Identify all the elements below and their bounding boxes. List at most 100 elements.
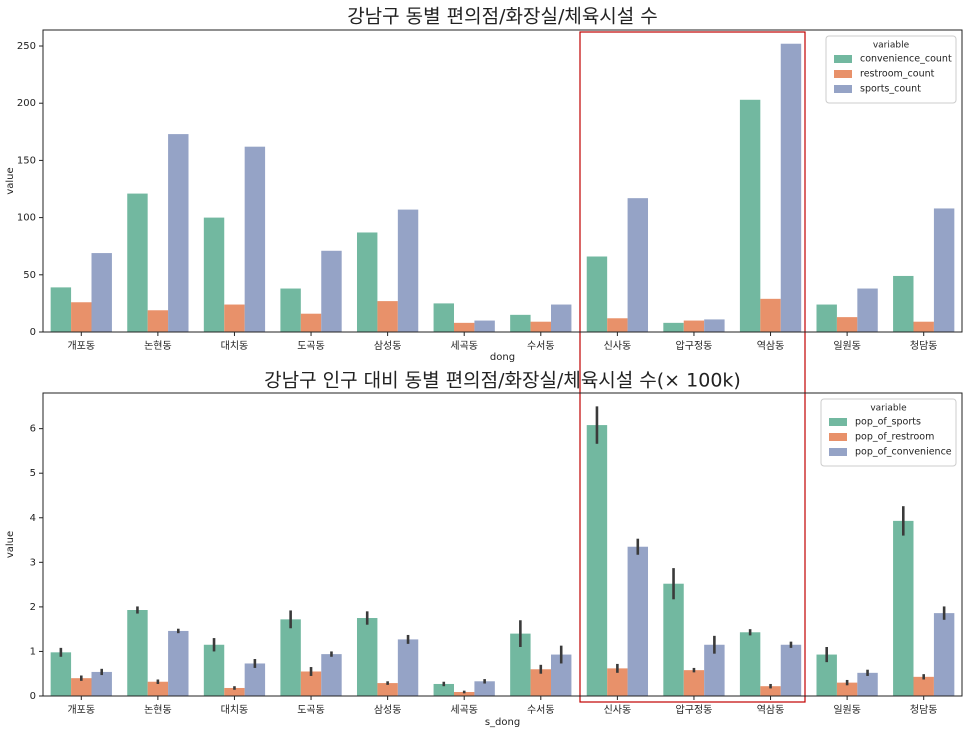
legend-swatch [829, 418, 847, 426]
y-tick-label: 150 [17, 155, 36, 166]
bar [474, 681, 495, 696]
y-tick-label: 50 [23, 270, 36, 281]
bar [739, 99, 761, 332]
x-tick-label: 세곡동 [450, 704, 478, 716]
x-tick-label: 개포동 [67, 704, 95, 716]
y-axis-label: value [5, 167, 16, 194]
bar [780, 644, 802, 696]
x-tick-label: 삼성동 [374, 704, 402, 716]
bar [280, 619, 301, 696]
bar [71, 678, 92, 696]
y-tick-label: 250 [17, 41, 36, 52]
legend-title: variable [870, 404, 907, 414]
bar [397, 209, 419, 332]
bar [683, 670, 705, 696]
bar [127, 610, 148, 696]
bar [704, 644, 725, 696]
bar [377, 301, 398, 332]
legend-swatch [829, 448, 847, 456]
x-tick-label: 삼성동 [374, 340, 402, 352]
x-axis-label: dong [490, 352, 515, 363]
y-tick-label: 6 [30, 424, 36, 435]
bar [510, 314, 531, 332]
bar [586, 256, 608, 332]
bar [203, 644, 225, 696]
legend-box [825, 35, 957, 104]
y-tick-label: 200 [17, 98, 36, 109]
bar [760, 298, 781, 332]
legend-swatch [834, 85, 852, 93]
bar [551, 654, 572, 696]
chart-title: 강남구 동별 편의점/화장실/체육시설 수 [347, 6, 658, 28]
x-tick-label: 일원동 [833, 340, 861, 352]
x-tick-label: 일원동 [833, 704, 861, 716]
x-tick-label: 압구정동 [676, 339, 713, 352]
bar [356, 232, 378, 332]
bar [663, 583, 684, 696]
bar [50, 652, 72, 696]
x-tick-label: 논현동 [144, 704, 172, 716]
bar [474, 320, 495, 332]
legend-label: pop_of_convenience [855, 447, 952, 458]
legend-swatch [834, 55, 852, 63]
bar [780, 43, 802, 333]
bar [627, 198, 649, 332]
bar [739, 632, 761, 696]
legend-label: convenience_count [860, 54, 952, 65]
legend-swatch [829, 433, 847, 441]
y-tick-label: 100 [17, 213, 36, 224]
x-tick-label: 신사동 [604, 704, 632, 716]
bar [203, 217, 225, 332]
legend-label: sports_count [860, 84, 921, 95]
bar [300, 313, 322, 332]
bar [510, 633, 531, 696]
bar [300, 671, 322, 696]
plot-frame [42, 29, 963, 333]
bar [453, 691, 475, 696]
legend-label: restroom_count [860, 69, 935, 80]
bar [816, 304, 837, 332]
bar [280, 288, 301, 332]
x-tick-label: 수서동 [527, 704, 555, 716]
bar [607, 668, 628, 696]
bar [836, 682, 858, 696]
x-tick-label: 대치동 [221, 340, 249, 352]
x-axis-label: s_dong [485, 717, 520, 728]
bar [893, 275, 914, 332]
bar [244, 663, 266, 696]
bar [530, 321, 552, 332]
x-tick-label: 신사동 [604, 340, 632, 352]
bar [893, 520, 914, 696]
x-tick-label: 압구정동 [676, 703, 713, 716]
bar [321, 250, 342, 332]
bar [857, 672, 878, 696]
bar [168, 630, 189, 696]
bar [683, 320, 705, 332]
plot-frame [42, 392, 963, 697]
bar [663, 322, 684, 332]
bar [244, 146, 266, 332]
bar [433, 303, 454, 332]
x-tick-label: 세곡동 [450, 340, 478, 352]
bar [530, 669, 552, 696]
bar [50, 287, 72, 332]
bar [356, 618, 378, 696]
bar [224, 687, 245, 696]
bar [816, 654, 837, 696]
legend-label: pop_of_restroom [855, 432, 934, 443]
bar [760, 686, 781, 696]
highlight-box [579, 31, 806, 703]
bar [913, 676, 934, 696]
legend-swatch [834, 70, 852, 78]
bar [836, 317, 858, 332]
bar [913, 321, 934, 332]
bar [224, 304, 245, 332]
legend-title: variable [873, 41, 910, 51]
x-tick-label: 대치동 [221, 704, 249, 716]
bar [377, 683, 398, 696]
bar [433, 683, 454, 696]
bar [933, 613, 955, 696]
bar [321, 654, 342, 696]
x-tick-label: 도곡동 [297, 340, 325, 352]
